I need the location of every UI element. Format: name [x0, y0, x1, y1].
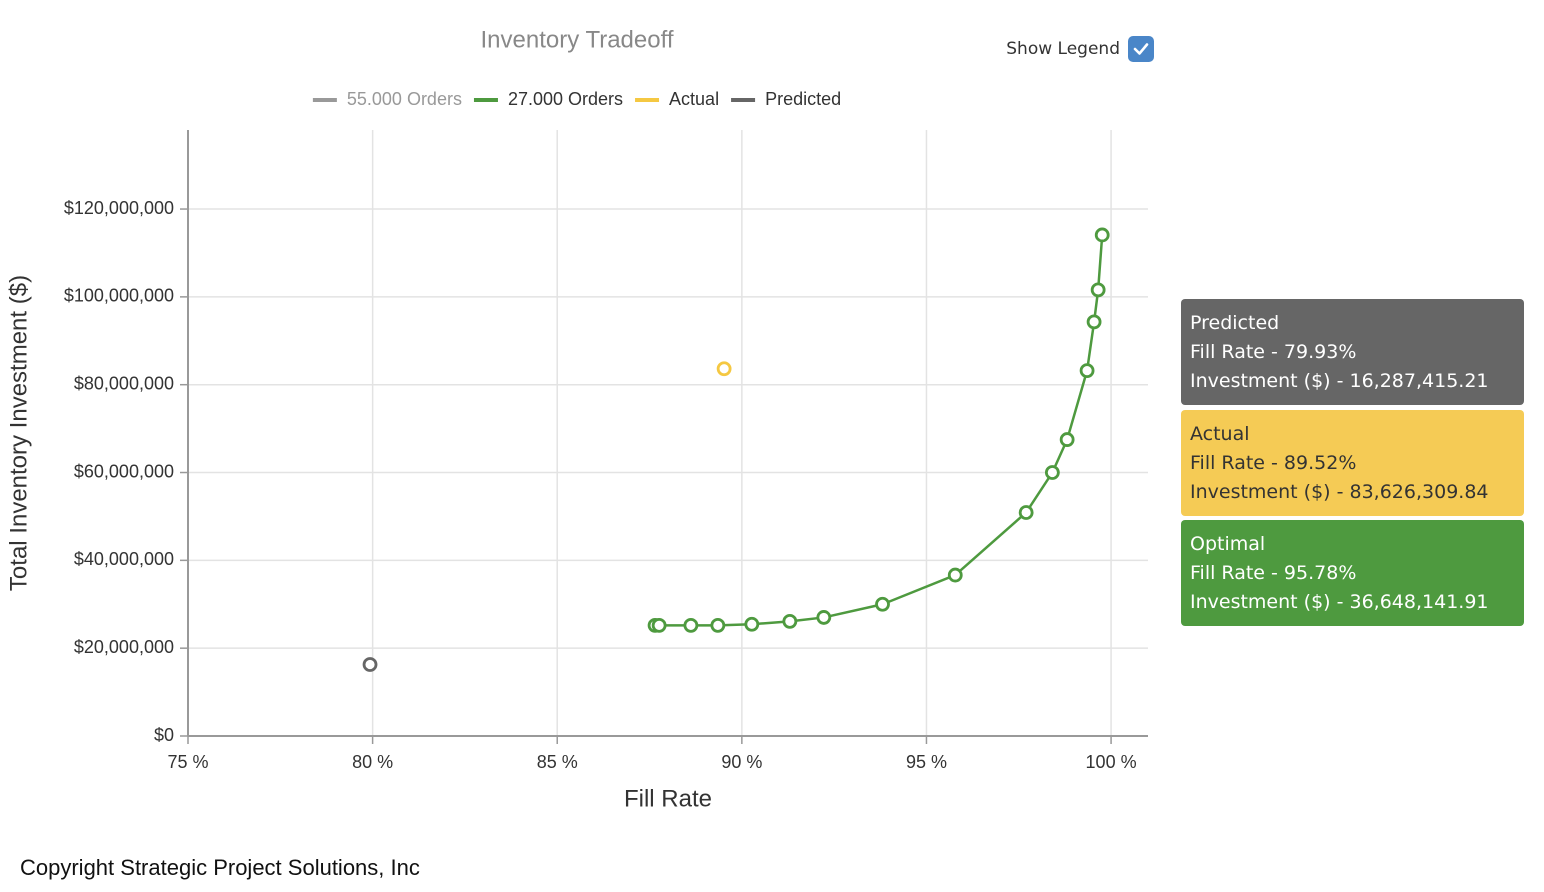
x-tick-label: 90 % [721, 752, 762, 772]
legend-label[interactable]: 27.000 Orders [508, 89, 623, 109]
data-point [651, 617, 667, 633]
x-tick-label: 80 % [352, 752, 393, 772]
legend-toggle[interactable]: Show Legend [960, 34, 1154, 64]
data-point [1094, 227, 1110, 243]
panel-line: Fill Rate - 79.93% [1190, 341, 1357, 363]
data-point [683, 617, 699, 633]
chart: Inventory Tradeoff Fill Rate Total Inven… [5, 26, 1148, 812]
check-icon [1133, 43, 1149, 55]
y-axis-title: Total Inventory Investment ($) [5, 275, 32, 591]
y-tick-label: $100,000,000 [64, 286, 174, 306]
checkbox[interactable] [1128, 36, 1154, 62]
panel-line: Fill Rate - 89.52% [1190, 452, 1357, 474]
data-point [947, 567, 963, 583]
x-tick-label: 75 % [167, 752, 208, 772]
data-point [710, 617, 726, 633]
panel-title: Optimal [1190, 533, 1266, 555]
x-tick-label: 85 % [537, 752, 578, 772]
x-tick-label: 95 % [906, 752, 947, 772]
data-point [362, 657, 378, 672]
panel-line: Investment ($) - 83,626,309.84 [1190, 481, 1489, 503]
y-tick-label: $60,000,000 [74, 461, 174, 481]
data-point [816, 610, 832, 625]
y-tick-label: $80,000,000 [74, 373, 174, 393]
data-point [1044, 465, 1060, 480]
legend: 55.000 Orders 27.000 Orders Actual Predicte… [312, 89, 841, 109]
data-point [716, 361, 732, 377]
series-line [655, 234, 1104, 627]
data-point [782, 613, 798, 629]
x-tick-label: 100 % [1086, 752, 1137, 772]
info-panel: Actual Fill Rate - 89.52% Investment ($) -… [1181, 410, 1524, 516]
panel-line: Fill Rate - 95.78% [1190, 562, 1357, 584]
info-panel: Optimal Fill Rate - 95.78% Investment ($) … [1181, 520, 1524, 626]
footer: Copyright Strategic Project Solutions, I… [20, 855, 420, 880]
y-tick-label: $20,000,000 [74, 637, 174, 657]
data-point [1059, 432, 1075, 447]
y-tick-label: $40,000,000 [74, 549, 174, 569]
panel-line: Investment ($) - 16,287,415.21 [1190, 370, 1489, 392]
data-point [1090, 282, 1106, 298]
data-point [875, 596, 890, 612]
legend-label[interactable]: Actual [669, 89, 719, 109]
y-tick-label: $0 [154, 725, 174, 745]
data-point [1018, 505, 1034, 520]
toggle-label: Show Legend [1006, 39, 1120, 59]
y-tick-label: $120,000,000 [64, 198, 174, 218]
data-point [1079, 363, 1095, 379]
panel-line: Investment ($) - 36,648,141.91 [1190, 591, 1489, 613]
data-point [1086, 314, 1102, 330]
data-point [744, 616, 760, 632]
panel-title: Actual [1190, 423, 1250, 445]
panel-title: Predicted [1190, 312, 1280, 334]
chart-title: Inventory Tradeoff [480, 26, 673, 53]
x-axis-title: Fill Rate [624, 785, 712, 812]
legend-label[interactable]: 55.000 Orders [347, 89, 462, 109]
info-panel: Predicted Fill Rate - 79.93% Investment ($… [1181, 299, 1524, 405]
legend-label[interactable]: Predicted [765, 89, 841, 109]
